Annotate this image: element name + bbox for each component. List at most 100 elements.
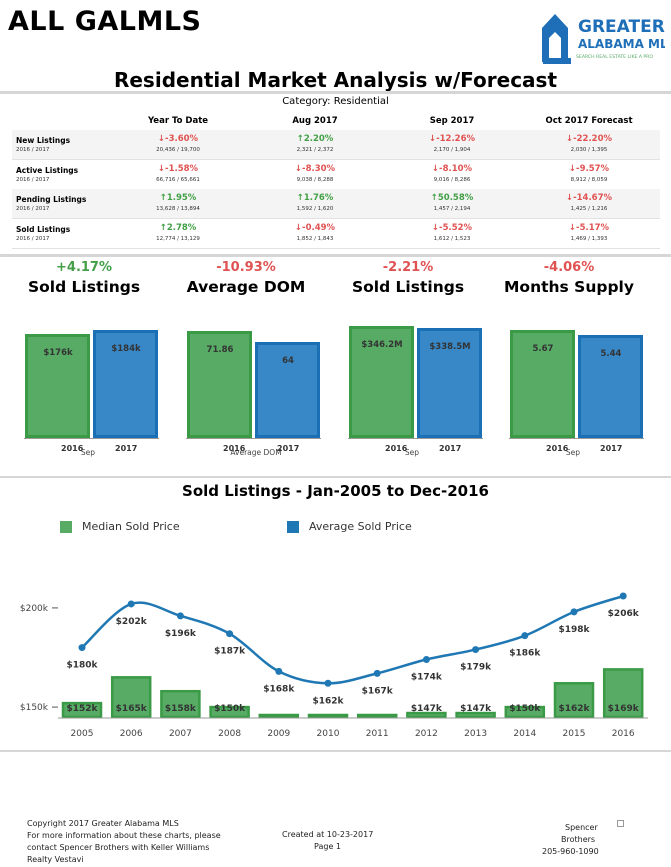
average-price-point bbox=[78, 644, 86, 652]
count-values: 1,592 / 1,620 bbox=[296, 206, 334, 212]
row-years: 2016 / 2017 bbox=[16, 176, 50, 183]
arrow-down-icon: ↓ bbox=[428, 134, 437, 144]
median-price-label: $147k bbox=[411, 704, 443, 714]
arrow-down-icon: ↓ bbox=[568, 163, 577, 174]
median-price-label: $158k bbox=[165, 704, 197, 714]
count-values: 1,612 / 1,523 bbox=[433, 235, 471, 242]
svg-text:SEARCH REAL ESTATE LIKE A PRO: SEARCH REAL ESTATE LIKE A PRO bbox=[576, 54, 653, 60]
average-price-point bbox=[226, 630, 234, 638]
average-price-point bbox=[570, 608, 578, 616]
x-tick-label: 2005 bbox=[71, 729, 94, 739]
footer-phone: 205-960-1090 bbox=[542, 847, 599, 856]
percent-value: -8.30% bbox=[302, 163, 336, 174]
comparison-panel: -2.21% Sold Listings $346.2M 2016 $338.5M 201… bbox=[328, 260, 488, 460]
bar-year-label: 2017 bbox=[439, 444, 462, 453]
x-tick-label: 2013 bbox=[464, 729, 487, 739]
average-price-point bbox=[521, 632, 529, 640]
average-price-label: $180k bbox=[66, 661, 98, 671]
legend-swatch-median bbox=[60, 521, 72, 533]
average-price-label: $162k bbox=[312, 696, 344, 706]
x-axis-label: Sep bbox=[565, 448, 581, 457]
bar-value: 71.86 bbox=[206, 345, 234, 355]
legend-label-median: Median Sold Price bbox=[82, 520, 180, 533]
percent-change: ↓-8.30% bbox=[251, 164, 379, 174]
percent-change: ↑1.95% bbox=[114, 193, 242, 203]
percent-change: ↑2.20% bbox=[251, 134, 379, 144]
y-tick-label: $200k bbox=[20, 604, 49, 614]
percent-value: -5.52% bbox=[439, 222, 473, 233]
median-price-label: $169k bbox=[608, 704, 640, 714]
percent-change: ↓-0.49% bbox=[251, 223, 379, 233]
median-price-bar bbox=[504, 705, 546, 719]
divider bbox=[0, 476, 671, 478]
average-price-label: $196k bbox=[165, 629, 197, 639]
percent-value: -1.58% bbox=[165, 163, 199, 174]
x-tick-label: 2006 bbox=[120, 729, 143, 739]
comparison-panel: -10.93% Average DOM 71.86 2016 64 2017 Average… bbox=[166, 260, 326, 460]
median-price-bar bbox=[61, 701, 103, 719]
footer-info: For more information about these charts,… bbox=[27, 831, 221, 840]
bar-year-label: 2017 bbox=[600, 444, 623, 453]
percent-change: ↓-8.10% bbox=[388, 164, 516, 174]
row-label: Sold Listings bbox=[16, 224, 71, 234]
average-price-label: $202k bbox=[116, 617, 148, 627]
average-price-label: $179k bbox=[460, 663, 492, 673]
x-tick-label: 2011 bbox=[366, 729, 389, 739]
footer-agent-name: Brothers bbox=[561, 835, 596, 844]
arrow-down-icon: ↓ bbox=[294, 222, 303, 233]
x-tick-label: 2008 bbox=[218, 729, 241, 739]
arrow-up-icon: ↑ bbox=[430, 193, 438, 203]
median-price-bar bbox=[307, 713, 349, 719]
percent-value: 1.76% bbox=[303, 193, 334, 203]
count-values: 9,038 / 8,288 bbox=[296, 176, 334, 183]
average-price-point bbox=[472, 646, 480, 654]
percent-value: -5.17% bbox=[576, 222, 610, 233]
divider bbox=[0, 91, 671, 94]
count-values: 66,716 / 65,661 bbox=[156, 176, 200, 183]
bar-year-label: 2016 bbox=[61, 444, 84, 453]
column-header: Sep 2017 bbox=[429, 116, 475, 126]
x-axis bbox=[186, 438, 321, 439]
footer-copyright: Copyright 2017 Greater Alabama MLS bbox=[27, 819, 179, 828]
median-price-bar bbox=[406, 711, 447, 719]
count-values: 13,628 / 13,894 bbox=[156, 206, 200, 212]
median-price-label: $147k bbox=[460, 704, 492, 714]
percent-value: 50.58% bbox=[437, 193, 474, 203]
count-values: 1,852 / 1,843 bbox=[296, 235, 334, 242]
percent-value: 1.95% bbox=[166, 193, 197, 203]
panel-title: Average DOM bbox=[186, 278, 306, 296]
percent-value: 2.78% bbox=[166, 222, 197, 233]
arrow-down-icon: ↓ bbox=[565, 134, 574, 144]
x-tick-label: 2014 bbox=[513, 729, 536, 739]
count-values: 12,774 / 13,129 bbox=[156, 235, 200, 242]
x-tick-label: 2007 bbox=[169, 729, 192, 739]
x-axis bbox=[348, 438, 483, 439]
report-title: Residential Market Analysis w/Forecast bbox=[113, 68, 558, 92]
row-label: Pending Listings bbox=[16, 195, 87, 204]
median-price-bar bbox=[258, 713, 300, 719]
row-years: 2016 / 2017 bbox=[16, 147, 50, 153]
x-tick-label: 2016 bbox=[612, 729, 635, 739]
percent-value: -3.60% bbox=[165, 134, 199, 144]
y-tick-label: $150k bbox=[20, 703, 49, 713]
divider bbox=[0, 254, 671, 257]
column-header: Aug 2017 bbox=[292, 116, 338, 126]
percent-change: ↓-22.20% bbox=[525, 134, 653, 144]
average-price-point bbox=[176, 612, 184, 620]
count-values: 1,457 / 2,194 bbox=[433, 206, 471, 212]
legend-label-average: Average Sold Price bbox=[309, 520, 412, 533]
comparison-panel: +4.17% Sold Listings $176k 2016 $184k 2017 Sep bbox=[4, 260, 164, 460]
placeholder-image bbox=[617, 820, 624, 827]
average-price-point bbox=[275, 667, 283, 675]
bar-value: 5.44 bbox=[600, 349, 622, 359]
median-price-bar bbox=[602, 668, 644, 719]
arrow-down-icon: ↓ bbox=[157, 163, 166, 174]
count-values: 8,912 / 8,059 bbox=[570, 176, 608, 183]
median-price-bar bbox=[209, 705, 250, 719]
median-price-bar bbox=[356, 713, 398, 719]
count-values: 2,170 / 1,904 bbox=[433, 147, 471, 153]
average-price-line bbox=[81, 594, 624, 685]
median-price-bar bbox=[110, 676, 152, 719]
median-price-label: $150k bbox=[509, 704, 541, 714]
average-price-label: $167k bbox=[362, 686, 394, 696]
